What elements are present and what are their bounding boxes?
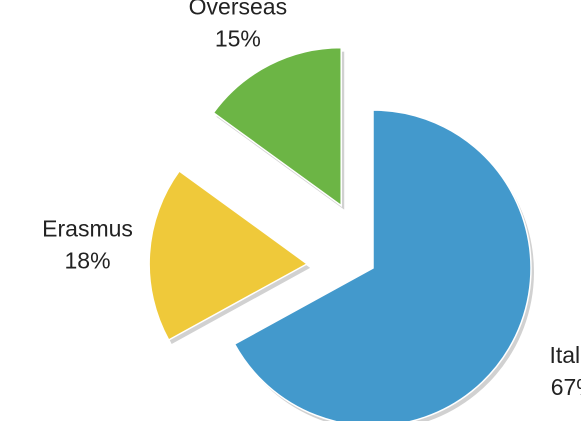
pie-label-erasmus: Erasmus (42, 216, 133, 242)
pie-labels: Italia 67% Erasmus 18% Overseas 15% (42, 0, 581, 400)
pie-label-italia: Italia (549, 342, 581, 368)
pie-value-label-erasmus: 18% (65, 248, 111, 274)
pie-label-overseas: Overseas (189, 0, 287, 20)
pie-slices (148, 46, 534, 421)
pie-value-label-italia: 67% (551, 374, 581, 400)
pie-value-label-overseas: 15% (215, 26, 261, 52)
pie-slice-erasmus (148, 169, 309, 341)
pie-slice-italia (233, 109, 532, 421)
pie-slice-overseas (212, 46, 342, 208)
